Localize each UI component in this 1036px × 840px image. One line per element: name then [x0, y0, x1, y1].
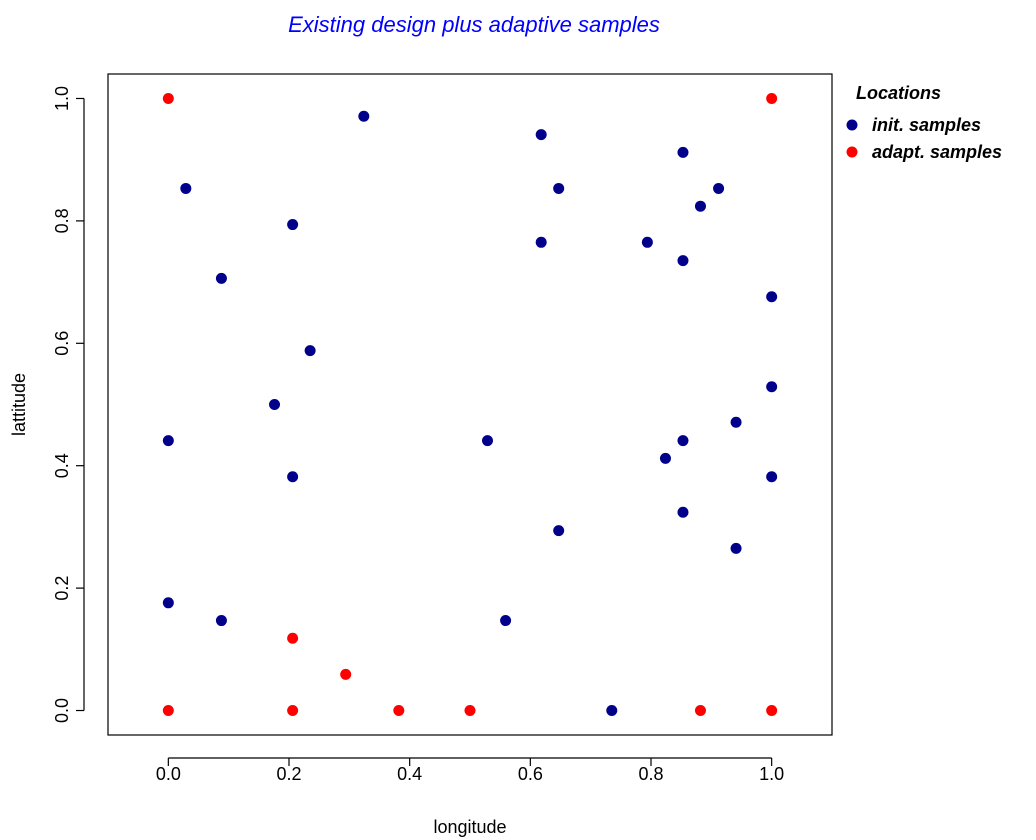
- init-sample-point: [730, 416, 742, 428]
- adapt-sample-point: [766, 92, 778, 104]
- adapt-sample-point: [340, 668, 352, 680]
- adapt-sample-point: [162, 92, 174, 104]
- y-tick-label: 0.4: [52, 453, 72, 478]
- init-sample-point: [730, 542, 742, 554]
- init-sample-point: [553, 182, 565, 194]
- init-sample-point: [553, 525, 565, 537]
- init-sample-point: [713, 182, 725, 194]
- y-tick-label: 0.8: [52, 208, 72, 233]
- x-tick-label: 0.0: [156, 764, 181, 784]
- init-sample-point: [269, 399, 281, 410]
- init-sample-point: [535, 129, 547, 141]
- init-sample-point: [677, 255, 689, 267]
- legend: Locations init. samples adapt. samples: [846, 83, 1002, 162]
- x-tick-label: 0.4: [397, 764, 422, 784]
- init-sample-point: [162, 435, 174, 447]
- chart-title: Existing design plus adaptive samples: [288, 12, 660, 37]
- y-tick-label: 0.0: [52, 698, 72, 723]
- init-sample-point: [304, 345, 316, 357]
- x-axis-label: longitude: [433, 817, 506, 837]
- adapt-sample-point: [766, 705, 778, 717]
- init-sample-point: [677, 146, 689, 158]
- x-tick-label: 0.8: [638, 764, 663, 784]
- adapt-sample-point: [287, 632, 299, 644]
- y-axis-label: lattitude: [9, 373, 29, 436]
- init-sample-point: [287, 471, 299, 483]
- legend-label: adapt. samples: [872, 142, 1002, 162]
- adapt-sample-point: [287, 705, 299, 717]
- init-sample-point: [766, 381, 778, 393]
- y-tick-label: 0.6: [52, 331, 72, 356]
- x-tick-label: 0.2: [276, 764, 301, 784]
- plot-frame: [107, 73, 833, 736]
- init-sample-point: [162, 597, 174, 609]
- x-tick-label: 0.6: [518, 764, 543, 784]
- init-sample-point: [677, 506, 689, 518]
- init-sample-point: [358, 110, 370, 122]
- init-sample-point: [606, 705, 618, 717]
- y-tick-label: 0.2: [52, 576, 72, 601]
- init-sample-point: [215, 615, 227, 627]
- init-sample-point: [694, 200, 706, 212]
- init-sample-point: [659, 452, 671, 464]
- legend-marker: [846, 119, 858, 131]
- init-sample-point: [180, 182, 192, 194]
- init-sample-point: [287, 219, 299, 231]
- init-sample-point: [677, 435, 689, 447]
- init-sample-point: [766, 291, 778, 303]
- adapt-sample-point: [393, 705, 405, 717]
- data-points: [162, 92, 778, 717]
- init-sample-point: [641, 236, 653, 248]
- init-sample-point: [481, 435, 493, 447]
- y-axis: 0.0 0.2 0.4 0.6 0.8 1.0: [52, 86, 85, 723]
- legend-marker: [846, 146, 858, 158]
- legend-label: init. samples: [872, 115, 981, 135]
- y-tick-label: 1.0: [52, 86, 72, 111]
- init-sample-point: [535, 236, 547, 248]
- legend-title: Locations: [856, 83, 941, 103]
- x-axis: 0.0 0.2 0.4 0.6 0.8 1.0: [156, 757, 784, 784]
- init-sample-point: [215, 272, 227, 284]
- legend-items: init. samples adapt. samples: [846, 115, 1002, 162]
- init-sample-point: [500, 615, 512, 627]
- adapt-sample-point: [694, 705, 706, 717]
- x-tick-label: 1.0: [759, 764, 784, 784]
- init-sample-point: [766, 471, 778, 483]
- adapt-sample-point: [162, 705, 174, 717]
- adapt-sample-point: [464, 705, 476, 717]
